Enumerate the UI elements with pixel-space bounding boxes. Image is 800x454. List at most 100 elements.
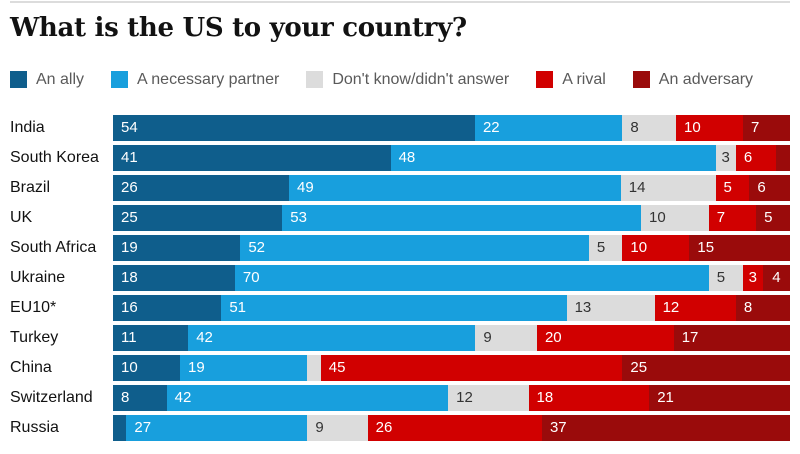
segment-value: 19 [121, 238, 138, 256]
segment-value: 22 [482, 118, 500, 136]
bar-track: 10 19 45 25 [113, 354, 790, 381]
bar-row-switzerland: Switzerland 8 42 12 18 21 [10, 384, 790, 411]
bar-row-south-africa: South Africa 19 52 5 10 15 [10, 234, 790, 261]
segment-value: 12 [662, 298, 680, 316]
legend-swatch-icon [306, 71, 324, 89]
legend-item-don-t-know-didn-t-answer: Don't know/didn't answer [306, 71, 509, 89]
segment-value: 51 [229, 298, 246, 316]
segment-don-t-know-didn-t-answer: 10 [641, 204, 709, 231]
segment-value: 7 [751, 118, 760, 136]
segment-a-necessary-partner: 22 [474, 114, 623, 141]
segment-an-adversary: 7 [743, 114, 790, 141]
legend-item-an-adversary: An adversary [632, 71, 753, 89]
segment-a-necessary-partner: 48 [390, 144, 716, 171]
segment-a-rival: 7 [708, 204, 757, 231]
country-label: Turkey [10, 328, 59, 346]
bar-track: 19 52 5 10 15 [113, 234, 790, 261]
bar-row-china: China 10 19 45 25 [10, 354, 790, 381]
bar-track: 11 42 9 20 17 [113, 324, 790, 351]
country-label: China [10, 358, 52, 376]
segment-value: 41 [121, 148, 138, 166]
segment-value: 8 [121, 388, 130, 406]
legend-item-label: A rival [562, 70, 606, 88]
country-label: Russia [10, 418, 59, 436]
country-label: Switzerland [10, 388, 93, 406]
segment-an-adversary: 4 [762, 264, 790, 291]
bar-track: 16 51 13 12 8 [113, 294, 790, 321]
segment-value: 5 [764, 208, 773, 226]
bar-track: 26 49 14 5 6 [113, 174, 790, 201]
segment-a-necessary-partner: 42 [166, 384, 449, 411]
country-label: UK [10, 208, 33, 226]
segment-a-necessary-partner: 53 [282, 204, 642, 231]
bar-track: 54 22 8 10 7 [113, 114, 790, 141]
country-label: EU10* [10, 298, 57, 316]
segment-value: 49 [297, 178, 314, 196]
segment-value: 5 [716, 268, 726, 286]
bar-track: 18 70 5 3 4 [113, 264, 790, 291]
segment-an-adversary: 25 [622, 354, 790, 381]
segment-value: 54 [121, 118, 138, 136]
country-label: India [10, 118, 45, 136]
bar-row-south-korea: South Korea 41 48 3 6 [10, 144, 790, 171]
segment-a-necessary-partner: 27 [126, 414, 308, 441]
segment-an-adversary: 37 [541, 414, 790, 441]
legend-swatch-icon [10, 71, 27, 89]
segment-a-necessary-partner: 52 [240, 234, 589, 261]
bar-track: 27 9 26 37 [113, 414, 790, 441]
segment-a-necessary-partner: 49 [289, 174, 621, 201]
segment-value: 6 [743, 148, 753, 166]
segment-a-necessary-partner: 19 [180, 354, 308, 381]
segment-value: 37 [549, 418, 567, 436]
segment-value: 45 [328, 358, 346, 376]
segment-value: 20 [544, 328, 562, 346]
bar-track: 8 42 12 18 21 [113, 384, 790, 411]
legend-swatch-icon [632, 71, 650, 89]
bar-row-eu10: EU10* 16 51 13 12 8 [10, 294, 790, 321]
bar-row-ukraine: Ukraine 18 70 5 3 4 [10, 264, 790, 291]
segment-a-rival: 12 [654, 294, 736, 321]
legend-swatch-icon [111, 71, 129, 89]
segment-value: 3 [721, 148, 730, 166]
segment-a-rival: 20 [536, 324, 674, 351]
country-label: South Africa [10, 238, 97, 256]
segment-a-rival: 3 [742, 264, 763, 291]
segment-don-t-know-didn-t-answer: 13 [566, 294, 655, 321]
segment-an-adversary: 15 [689, 234, 790, 261]
legend-item-label: A necessary partner [137, 70, 280, 88]
stacked-bar-chart: India 54 22 8 10 7 South Korea 41 48 3 6 Brazil 26 49… [10, 114, 790, 441]
segment-an-adversary: 8 [735, 294, 790, 321]
segment-don-t-know-didn-t-answer: 8 [622, 114, 677, 141]
bar-track: 25 53 10 7 5 [113, 204, 790, 231]
bar-track: 41 48 3 6 [113, 144, 790, 171]
segment-value: 42 [196, 328, 213, 346]
segment-value: 19 [188, 358, 205, 376]
segment-an-ally: 26 [113, 174, 290, 201]
segment-don-t-know-didn-t-answer: 12 [448, 384, 529, 411]
segment-don-t-know-didn-t-answer: 9 [475, 324, 537, 351]
segment-an-adversary: 17 [673, 324, 790, 351]
segment-value: 10 [121, 358, 138, 376]
segment-don-t-know-didn-t-answer: 3 [715, 144, 736, 171]
legend-item-label: Don't know/didn't answer [332, 70, 510, 88]
segment-value: 27 [134, 418, 152, 436]
legend-item-a-rival: A rival [536, 71, 606, 89]
legend: An ally A necessary partner Don't know/did… [10, 70, 790, 90]
segment-value: 9 [483, 328, 492, 346]
segment-a-necessary-partner: 51 [221, 294, 567, 321]
segment-value: 12 [456, 388, 473, 406]
legend-item-label: An ally [36, 70, 85, 88]
segment-value: 17 [681, 328, 699, 346]
bar-row-russia: Russia 27 9 26 37 [10, 414, 790, 441]
page-title: What is the US to your country? [10, 13, 467, 43]
segment-value: 10 [649, 208, 666, 226]
country-label: Brazil [10, 178, 51, 196]
legend-item-an-ally: An ally [10, 71, 84, 89]
bar-row-india: India 54 22 8 10 7 [10, 114, 790, 141]
country-label: Ukraine [10, 268, 66, 286]
segment-an-ally: 16 [113, 294, 222, 321]
segment-don-t-know-didn-t-answer: 5 [708, 264, 743, 291]
segment-an-ally: 8 [113, 384, 167, 411]
segment-value: 5 [723, 178, 732, 196]
